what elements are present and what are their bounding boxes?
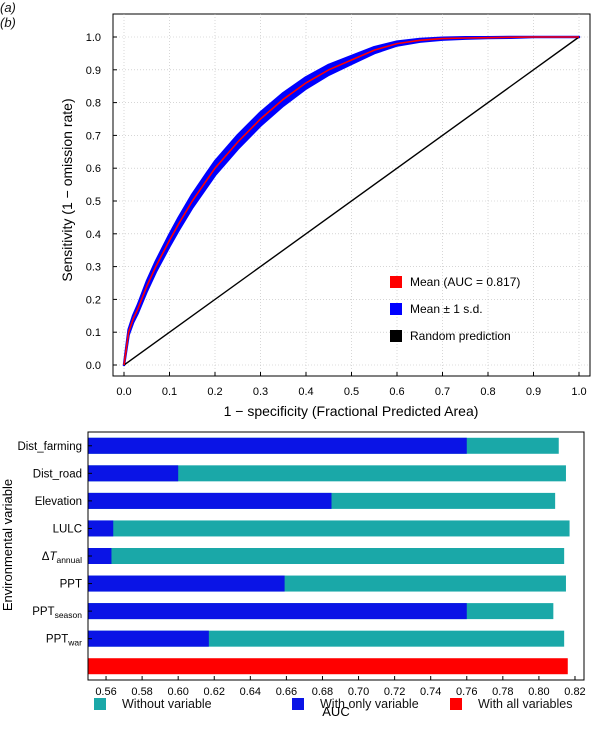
auc-category-label: PPTseason: [32, 606, 82, 620]
roc-x-tick-label: 0.8: [480, 386, 495, 398]
roc-y-tick-label: 0.9: [86, 65, 101, 77]
roc-x-tick-label: 0.9: [526, 386, 541, 398]
roc-y-tick-label: 0.4: [86, 229, 101, 241]
auc-bar-with-only-variable: [88, 465, 179, 482]
roc-y-tick-label: 1.0: [86, 32, 101, 44]
roc-grid: [113, 14, 590, 376]
auc-y-axis-label: Environmental variable: [0, 479, 15, 611]
roc-legend-label: Mean ± 1 s.d.: [410, 302, 483, 316]
roc-x-ticks: 0.0 0.1 0.2 0.3 0.4 0.5 0.6 0.7 0.8 0.9 1.0: [116, 372, 587, 398]
legend-with-only-variable: With only variable: [292, 697, 419, 711]
auc-bar-without-variable: [88, 520, 570, 537]
roc-lines: [123, 36, 580, 366]
roc-y-tick-label: 0.6: [86, 163, 101, 175]
legend-label-with-only-variable: With only variable: [320, 697, 419, 711]
roc-y-tick-label: 0.2: [86, 294, 101, 306]
legend-with-all-variables: With all variables: [450, 697, 572, 711]
roc-y-tick-label: 0.1: [86, 327, 101, 339]
auc-category-label: ΔTannual: [42, 551, 82, 565]
roc-x-tick-label: 0.6: [389, 386, 404, 398]
roc-x-tick-label: 0.4: [298, 386, 313, 398]
roc-legend-swatch: [390, 303, 402, 315]
roc-random-line: [123, 36, 580, 366]
auc-bar-without-variable: [88, 465, 566, 482]
auc-x-tick-label: 0.76: [456, 686, 477, 698]
legend-without-variable: Without variable: [94, 697, 212, 711]
auc-bar-with-all-variables: [88, 658, 568, 675]
roc-y-tick-label: 0.8: [86, 98, 101, 110]
panel-b-label: (b): [0, 15, 16, 30]
auc-bar-with-only-variable: [88, 603, 467, 620]
roc-y-tick-label: 0.7: [86, 130, 101, 142]
legend-swatch-with-all-variables: [450, 698, 462, 710]
legend-label-without-variable: Without variable: [122, 697, 212, 711]
auc-x-tick-label: 0.62: [204, 686, 225, 698]
auc-bar-with-only-variable: [88, 630, 209, 647]
roc-legend: Mean (AUC = 0.817) Mean ± 1 s.d. Random pr…: [390, 275, 520, 343]
roc-plot: 0.0 0.1 0.2 0.3 0.4 0.5 0.6 0.7 0.8 0.9 1.0 0.0 0.1…: [59, 13, 591, 419]
roc-legend-label: Mean (AUC = 0.817): [410, 275, 520, 289]
roc-mean-line: [123, 36, 579, 366]
auc-x-tick-label: 0.82: [564, 686, 585, 698]
auc-bar-with-only-variable: [88, 437, 467, 454]
roc-x-tick-label: 0.1: [162, 386, 177, 398]
auc-bar-with-only-variable: [88, 548, 112, 564]
auc-x-tick-label: 0.64: [240, 686, 261, 698]
auc-bar-with-only-variable: [88, 492, 332, 509]
auc-x-tick-label: 0.68: [312, 686, 333, 698]
auc-bar-without-variable: [88, 548, 565, 564]
auc-bars: [88, 437, 570, 675]
auc-x-tick-label: 0.70: [348, 686, 369, 698]
roc-x-tick-label: 1.0: [571, 386, 586, 398]
legend-swatch-with-only-variable: [292, 698, 304, 710]
auc-x-tick-label: 0.80: [528, 686, 549, 698]
roc-x-tick-label: 0.7: [435, 386, 450, 398]
roc-legend-label: Random prediction: [410, 329, 511, 343]
panel-a-label: (a): [0, 0, 16, 15]
auc-bar-with-only-variable: [88, 575, 285, 592]
roc-legend-swatch: [390, 330, 402, 342]
auc-x-ticks: 0.56 0.58 0.60 0.62 0.64 0.66 0.68 0.70 0.72 0.74…: [95, 676, 586, 698]
roc-x-tick-label: 0.3: [253, 386, 268, 398]
auc-category-label: LULC: [53, 523, 82, 535]
auc-x-tick-label: 0.72: [384, 686, 405, 698]
auc-x-tick-label: 0.66: [276, 686, 297, 698]
auc-bar-plot: 0.56 0.58 0.60 0.62 0.64 0.66 0.68 0.70 0.72 0.74…: [0, 431, 586, 719]
roc-y-axis-label: Sensitivity (1 − omission rate): [59, 98, 75, 281]
auc-category-label: Elevation: [35, 496, 82, 508]
auc-x-tick-label: 0.78: [492, 686, 513, 698]
roc-y-ticks: 0.0 0.1 0.2 0.3 0.4 0.5 0.6 0.7 0.8 0.9 1.0: [86, 32, 117, 372]
roc-x-tick-label: 0.5: [344, 386, 359, 398]
roc-y-tick-label: 0.0: [86, 360, 101, 372]
auc-category-label: Dist_road: [33, 468, 82, 480]
roc-legend-swatch: [390, 276, 402, 288]
roc-y-tick-label: 0.5: [86, 196, 101, 208]
auc-x-tick-label: 0.58: [131, 686, 152, 698]
auc-x-tick-label: 0.60: [167, 686, 188, 698]
auc-categories: Dist_farming Dist_road Elevation LULC ΔTannu…: [17, 441, 92, 648]
auc-category-label: PPTwar: [46, 634, 82, 648]
auc-x-tick-label: 0.74: [420, 686, 441, 698]
roc-x-axis-label: 1 − specificity (Fractional Predicted Ar…: [224, 403, 479, 419]
legend-swatch-without-variable: [94, 698, 106, 710]
roc-x-tick-label: 0.2: [207, 386, 222, 398]
auc-bar-with-only-variable: [88, 520, 114, 537]
auc-category-label: PPT: [60, 579, 82, 591]
roc-x-tick-label: 0.0: [116, 386, 131, 398]
legend-label-with-all-variables: With all variables: [478, 697, 573, 711]
roc-y-tick-label: 0.3: [86, 262, 101, 274]
auc-category-label: Dist_farming: [17, 441, 82, 453]
auc-x-tick-label: 0.56: [95, 686, 116, 698]
auc-x-axis-label: AUC: [322, 704, 349, 719]
